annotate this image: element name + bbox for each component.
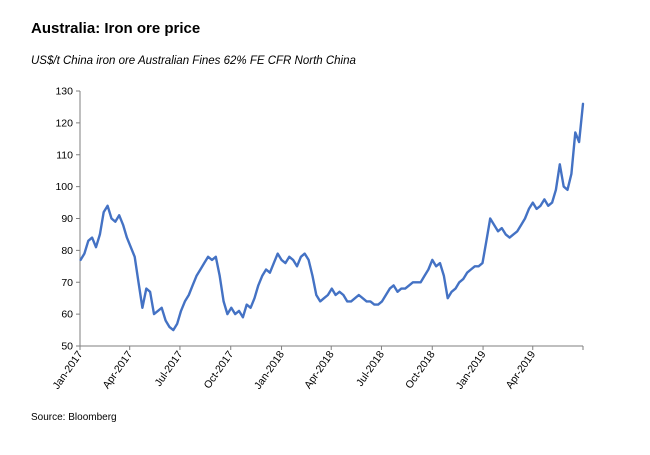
price-series-line: [79, 102, 585, 332]
x-tick-label: Apr-2017: [101, 349, 136, 391]
chart-subtitle: US$/t China iron ore Australian Fines 62…: [31, 55, 356, 67]
chart-title: Australia: Iron ore price: [31, 20, 201, 37]
x-tick-label: Oct-2017: [202, 349, 237, 391]
x-tick-label: Jan-2019: [454, 349, 489, 392]
x-tick-label: Jul-2018: [354, 349, 387, 389]
x-tick-label: Apr-2019: [504, 349, 539, 391]
x-tick-label: Oct-2018: [403, 349, 438, 391]
y-tick-label: 120: [55, 117, 73, 129]
y-tick-label: 70: [61, 277, 73, 289]
x-tick-label: Apr-2018: [302, 349, 337, 391]
x-tick-label: Jan-2018: [252, 349, 287, 392]
y-tick-label: 60: [61, 309, 73, 321]
y-tick-label: 80: [61, 245, 73, 257]
y-tick-label: 130: [55, 86, 73, 98]
x-tick-label: Jan-2017: [51, 349, 86, 392]
y-tick-label: 110: [56, 149, 73, 161]
y-tick-label: 90: [61, 213, 73, 225]
source-note: Source: Bloomberg: [31, 412, 117, 423]
y-tick-label: 100: [55, 181, 73, 193]
y-tick-label: 50: [61, 341, 73, 353]
x-tick-label: Jul-2017: [152, 349, 185, 389]
